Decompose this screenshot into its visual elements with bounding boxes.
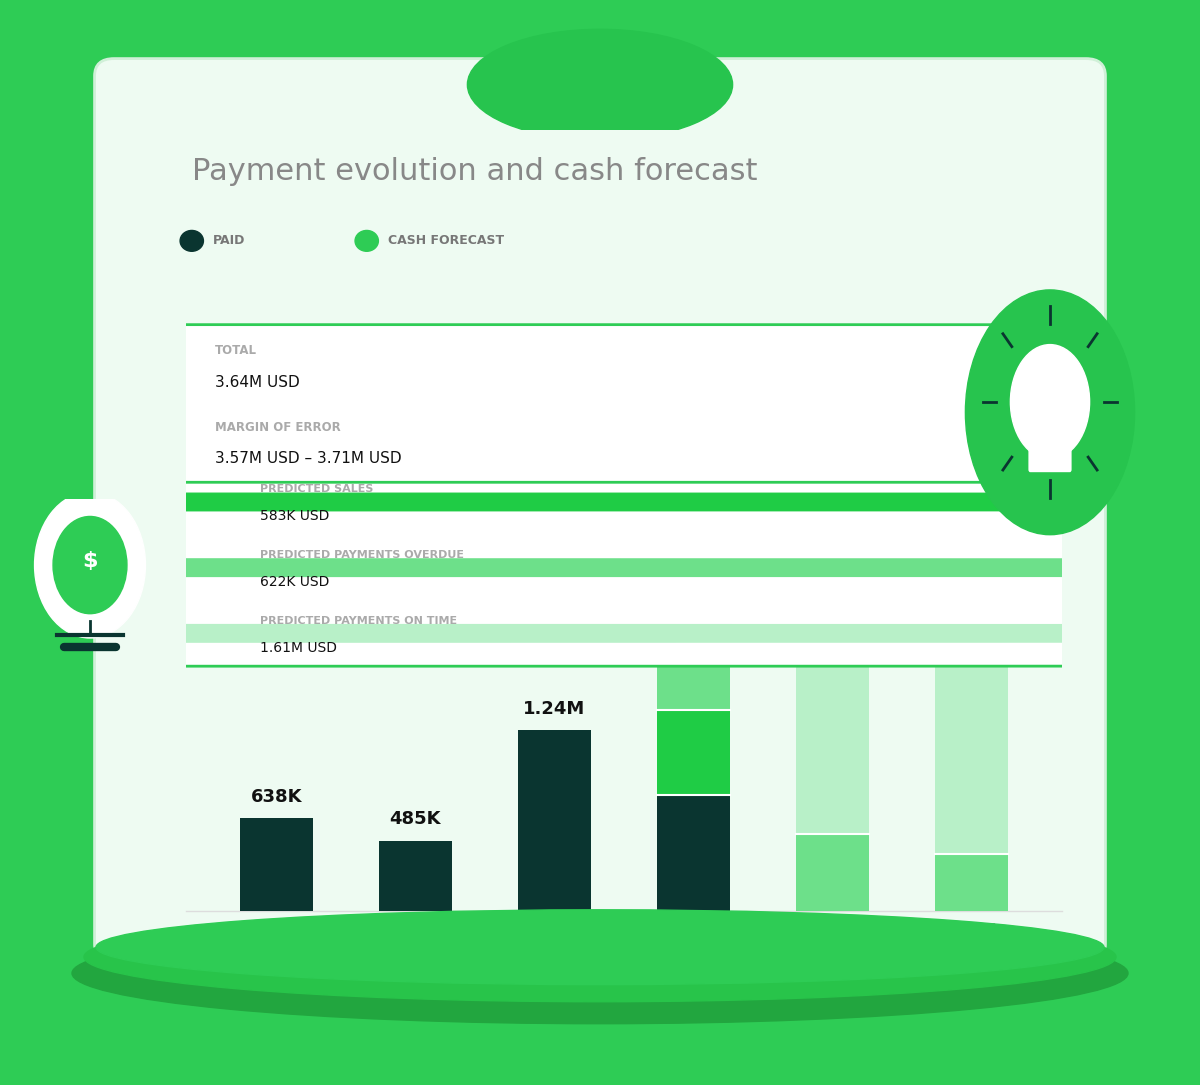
Circle shape [965, 290, 1135, 535]
Text: PAID: PAID [214, 234, 246, 247]
Ellipse shape [84, 912, 1116, 1001]
Ellipse shape [72, 922, 1128, 1024]
Bar [936, 855, 1008, 911]
Bar [797, 834, 869, 911]
Circle shape [180, 230, 204, 252]
Text: 3.57M USD – 3.71M USD: 3.57M USD – 3.71M USD [215, 451, 402, 467]
Text: 638K: 638K [251, 788, 302, 806]
Text: PREDICTED PAYMENTS ON TIME: PREDICTED PAYMENTS ON TIME [259, 616, 457, 626]
FancyBboxPatch shape [0, 324, 1200, 666]
Bar [936, 663, 1008, 855]
Circle shape [355, 230, 378, 252]
Bar [658, 794, 730, 911]
Text: 485K: 485K [390, 810, 442, 828]
Text: 3.64M USD: 3.64M USD [215, 375, 300, 391]
FancyBboxPatch shape [1028, 414, 1072, 472]
Bar [379, 841, 451, 911]
Circle shape [0, 625, 1200, 642]
Text: MARGIN OF ERROR: MARGIN OF ERROR [215, 421, 341, 434]
Bar [797, 602, 869, 834]
Text: 1.61M USD: 1.61M USD [259, 640, 337, 654]
Text: $: $ [83, 551, 97, 571]
Circle shape [0, 559, 1200, 576]
Circle shape [1010, 345, 1090, 459]
Text: 1.70M: 1.70M [941, 633, 1003, 651]
Bar [658, 710, 730, 794]
Bar [658, 380, 730, 618]
FancyArrow shape [0, 476, 1200, 514]
Text: PREDICTED SALES: PREDICTED SALES [259, 485, 373, 495]
Text: 1.24M: 1.24M [523, 700, 586, 718]
Text: 3.64M: 3.64M [662, 349, 725, 368]
Bar [658, 618, 730, 710]
Bar [518, 730, 590, 911]
Circle shape [0, 494, 1200, 511]
Ellipse shape [96, 909, 1104, 985]
Circle shape [468, 29, 732, 140]
Text: PREDICTED PAYMENTS OVERDUE: PREDICTED PAYMENTS OVERDUE [259, 550, 463, 560]
Text: TOTAL: TOTAL [215, 344, 257, 357]
Text: CASH FORECAST: CASH FORECAST [388, 234, 504, 247]
Circle shape [35, 493, 145, 638]
Circle shape [53, 516, 127, 614]
Text: 583K USD: 583K USD [259, 509, 329, 523]
Text: 622K USD: 622K USD [259, 575, 329, 589]
FancyBboxPatch shape [95, 59, 1105, 961]
Bar [240, 818, 312, 911]
Text: Payment evolution and cash forecast: Payment evolution and cash forecast [192, 157, 757, 186]
Text: 2.12M: 2.12M [802, 572, 864, 590]
